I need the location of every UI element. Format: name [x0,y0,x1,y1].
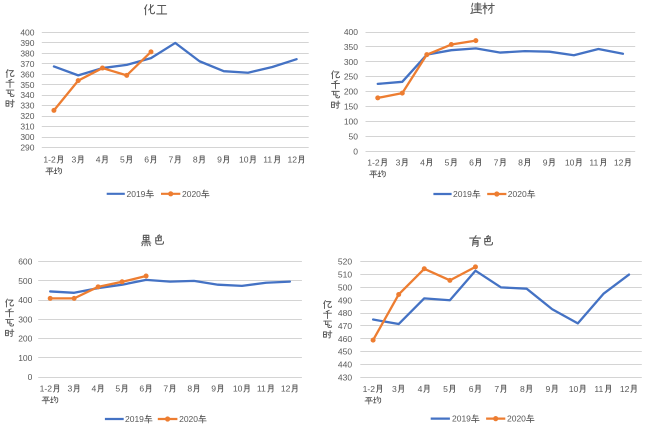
svg-text:10: 10 [565,157,575,167]
svg-text:3: 3 [67,384,72,394]
svg-text:10: 10 [239,155,249,165]
svg-text:2020: 2020 [179,414,198,424]
svg-text:4: 4 [96,155,101,165]
svg-text:470: 470 [338,321,352,331]
svg-text:6: 6 [469,157,474,167]
svg-text:50: 50 [349,131,359,141]
svg-text:10: 10 [569,384,579,394]
svg-text:7: 7 [494,384,499,394]
svg-text:520: 520 [338,257,352,267]
svg-text:4: 4 [91,384,96,394]
svg-text:5: 5 [443,384,448,394]
svg-text:5: 5 [445,157,450,167]
svg-text:11: 11 [263,155,272,165]
svg-text:6: 6 [139,384,144,394]
svg-text:2020: 2020 [507,414,526,424]
svg-text:9: 9 [543,157,548,167]
svg-text:400: 400 [18,295,32,305]
svg-text:7: 7 [169,155,174,165]
svg-text:340: 340 [20,90,34,100]
svg-text:4: 4 [418,384,423,394]
svg-text:440: 440 [338,360,352,370]
svg-text:10: 10 [233,384,243,394]
svg-text:12: 12 [287,155,297,165]
svg-text:350: 350 [20,80,34,90]
svg-text:200: 200 [18,334,32,344]
svg-text:6: 6 [469,384,474,394]
svg-text:5: 5 [115,384,120,394]
svg-text:3: 3 [392,384,397,394]
svg-text:300: 300 [18,314,32,324]
svg-text:150: 150 [344,102,358,112]
svg-text:200: 200 [344,87,358,97]
svg-text:330: 330 [20,101,34,111]
svg-text:360: 360 [20,69,34,79]
svg-text:2020: 2020 [508,189,527,199]
svg-text:11: 11 [589,157,598,167]
svg-text:2019: 2019 [127,189,146,199]
svg-text:480: 480 [338,308,352,318]
svg-text:300: 300 [344,57,358,67]
svg-text:4: 4 [420,157,425,167]
svg-text:290: 290 [20,143,34,153]
svg-text:2019: 2019 [452,414,471,424]
svg-text:8: 8 [518,157,523,167]
svg-text:400: 400 [344,27,358,37]
svg-text:250: 250 [344,72,358,82]
svg-text:6: 6 [144,155,149,165]
svg-text:1-2: 1-2 [363,384,376,394]
svg-text:100: 100 [344,116,358,126]
svg-text:310: 310 [20,122,34,132]
svg-text:400: 400 [20,28,34,38]
svg-text:0: 0 [353,146,358,156]
svg-text:450: 450 [338,347,352,357]
svg-text:380: 380 [20,48,34,58]
svg-text:430: 430 [338,372,352,382]
svg-text:600: 600 [18,257,32,267]
svg-text:9: 9 [217,155,222,165]
svg-text:9: 9 [211,384,216,394]
svg-text:8: 8 [520,384,525,394]
svg-text:370: 370 [20,59,34,69]
svg-text:7: 7 [494,157,499,167]
svg-text:1-2: 1-2 [40,384,53,394]
svg-text:500: 500 [338,282,352,292]
svg-text:8: 8 [187,384,192,394]
svg-text:2019: 2019 [125,414,144,424]
svg-text:12: 12 [281,384,291,394]
svg-text:7: 7 [163,384,168,394]
svg-text:3: 3 [72,155,77,165]
svg-text:11: 11 [257,384,266,394]
svg-text:8: 8 [193,155,198,165]
svg-text:460: 460 [338,334,352,344]
svg-text:0: 0 [28,372,33,382]
svg-text:390: 390 [20,38,34,48]
svg-text:2020: 2020 [182,189,201,199]
svg-text:1-2: 1-2 [43,155,56,165]
svg-text:2019: 2019 [453,189,472,199]
svg-text:1-2: 1-2 [367,157,380,167]
svg-text:12: 12 [620,384,630,394]
svg-text:11: 11 [594,384,603,394]
svg-text:3: 3 [396,157,401,167]
svg-text:12: 12 [614,157,624,167]
svg-text:490: 490 [338,295,352,305]
svg-text:510: 510 [338,270,352,280]
svg-text:350: 350 [344,42,358,52]
svg-text:100: 100 [18,353,32,363]
svg-text:300: 300 [20,132,34,142]
svg-text:5: 5 [120,155,125,165]
svg-text:500: 500 [18,276,32,286]
svg-text:9: 9 [546,384,551,394]
svg-text:320: 320 [20,111,34,121]
